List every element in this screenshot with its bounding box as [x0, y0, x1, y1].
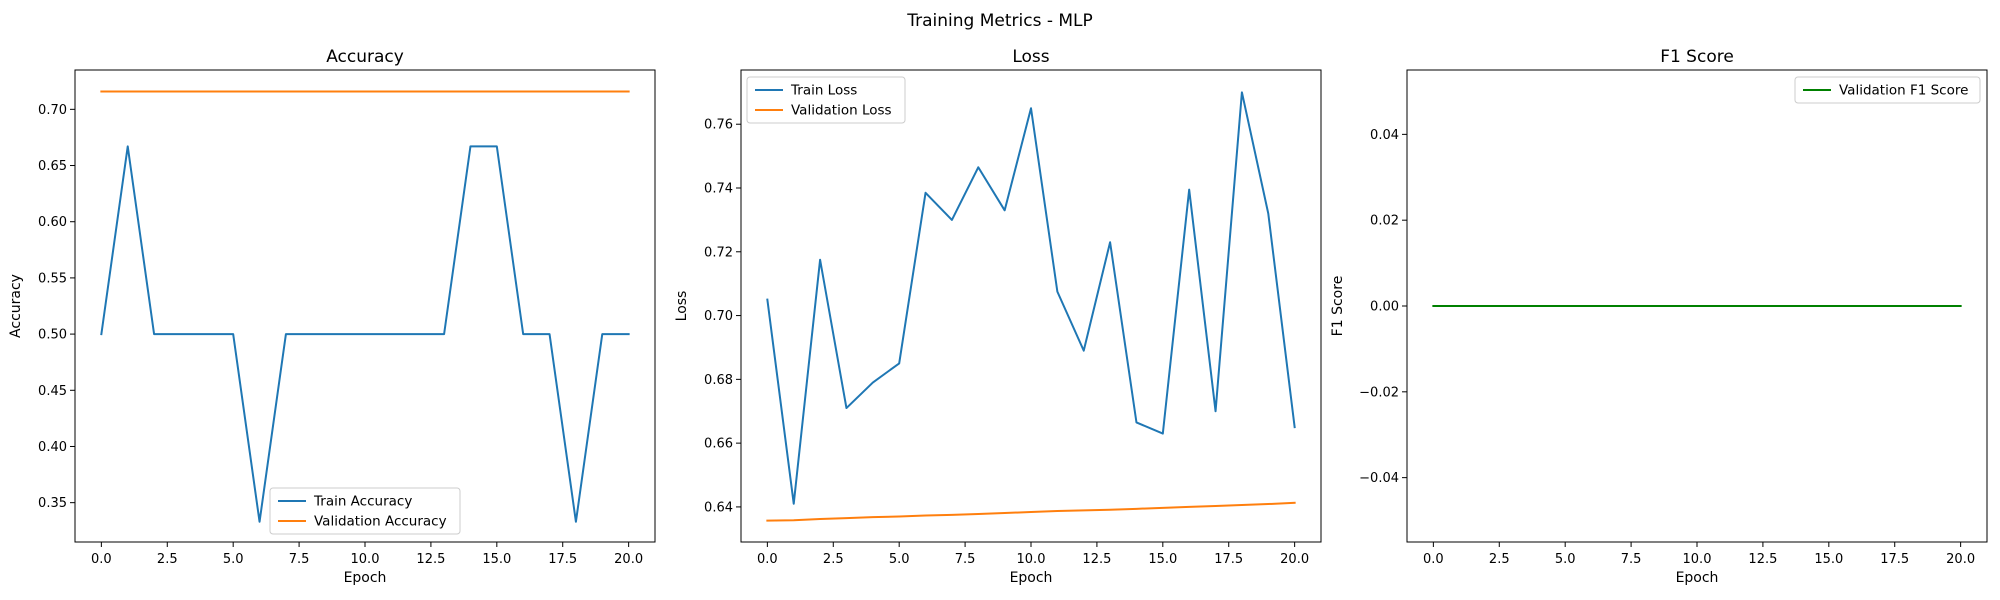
series-line-train-loss [766, 91, 1296, 505]
subplot-f1-score: 0.0 2.5 5.0 7.5 10.0 12.5 15.0 17.5 20.0 −0.04 −0.… [1330, 47, 1988, 586]
legend-entry: Train Loss [790, 83, 857, 99]
legend-entry: Train Accuracy [313, 494, 412, 510]
y-tick-label: −0.04 [1359, 471, 1399, 486]
subplot-accuracy: 0.0 2.5 5.0 7.5 10.0 12.5 15.0 17.5 20.0 0.35 0.40… [8, 47, 656, 586]
x-tick-label: 15.0 [1148, 552, 1177, 567]
y-tick-label: 0.64 [704, 500, 733, 515]
y-tick-label: 0.35 [38, 496, 67, 511]
x-tick-label: 15.0 [482, 552, 511, 567]
x-tick-label: 7.5 [955, 552, 976, 567]
x-tick-label: 20.0 [1280, 552, 1309, 567]
legend-entry: Validation Loss [791, 103, 892, 119]
y-tick-label: 0.74 [704, 182, 733, 197]
x-tick-label: 12.5 [416, 552, 445, 567]
y-tick-label: 0.50 [38, 328, 67, 343]
y-tick-label: 0.04 [1370, 128, 1399, 143]
x-tick-label: 2.5 [157, 552, 178, 567]
y-tick-label: −0.02 [1359, 385, 1399, 400]
y-tick-label: 0.45 [38, 384, 67, 399]
y-tick-label: 0.00 [1370, 300, 1399, 315]
y-axis-label: Loss [674, 291, 690, 322]
legend: Validation F1 Score [1794, 76, 1981, 104]
x-axis-label: Epoch [1010, 570, 1053, 586]
x-tick-label: 5.0 [223, 552, 244, 567]
x-tick-label: 20.0 [1946, 552, 1975, 567]
x-tick-label: 10.0 [1017, 552, 1046, 567]
legend-frame [269, 487, 461, 535]
y-tick-label: 0.68 [704, 373, 733, 388]
x-tick-label: 12.5 [1082, 552, 1111, 567]
legend: Train Accuracy Validation Accuracy [269, 487, 461, 535]
x-tick-label: 15.0 [1814, 552, 1843, 567]
x-tick-label: 10.0 [1683, 552, 1712, 567]
x-tick-label: 10.0 [351, 552, 380, 567]
subplot-title: F1 Score [1660, 47, 1734, 67]
x-tick-label: 17.5 [1880, 552, 1909, 567]
y-axis-label: F1 Score [1330, 276, 1346, 337]
y-tick-label: 0.76 [704, 118, 733, 133]
x-tick-label: 7.5 [1621, 552, 1642, 567]
y-tick-label: 0.70 [38, 103, 67, 118]
series-line-train-accuracy [100, 145, 630, 523]
x-tick-label: 17.5 [548, 552, 577, 567]
subplot-title: Accuracy [326, 47, 404, 67]
y-tick-label: 0.02 [1370, 214, 1399, 229]
series-line-validation-loss [766, 501, 1296, 522]
legend-entry: Validation Accuracy [314, 514, 447, 530]
x-tick-label: 7.5 [289, 552, 310, 567]
x-axis-label: Epoch [344, 570, 387, 586]
subplots: 0.0 2.5 5.0 7.5 10.0 12.5 15.0 17.5 20.0 0.35 0.40… [8, 47, 1988, 586]
x-tick-label: 0.0 [91, 552, 112, 567]
figure-title: Training Metrics - MLP [906, 11, 1093, 31]
y-tick-label: 0.72 [704, 245, 733, 260]
x-axis-label: Epoch [1676, 570, 1719, 586]
y-tick-label: 0.55 [38, 271, 67, 286]
subplot-loss: 0.0 2.5 5.0 7.5 10.0 12.5 15.0 17.5 20.0 0.64 0.66… [674, 47, 1322, 586]
legend-frame [746, 76, 906, 124]
y-tick-label: 0.65 [38, 159, 67, 174]
x-tick-label: 5.0 [889, 552, 910, 567]
x-tick-label: 12.5 [1748, 552, 1777, 567]
x-tick-label: 0.0 [757, 552, 778, 567]
x-tick-label: 20.0 [614, 552, 643, 567]
x-tick-label: 17.5 [1214, 552, 1243, 567]
x-tick-label: 0.0 [1423, 552, 1444, 567]
y-tick-label: 0.40 [38, 440, 67, 455]
y-axis-label: Accuracy [8, 274, 24, 338]
x-tick-label: 2.5 [823, 552, 844, 567]
legend-entry: Validation F1 Score [1839, 83, 1968, 99]
y-tick-label: 0.60 [38, 215, 67, 230]
legend-frame [1794, 76, 1981, 104]
y-tick-label: 0.70 [704, 309, 733, 324]
x-tick-label: 5.0 [1555, 552, 1576, 567]
x-tick-label: 2.5 [1489, 552, 1510, 567]
y-tick-label: 0.66 [704, 437, 733, 452]
subplot-title: Loss [1012, 47, 1049, 67]
legend: Train Loss Validation Loss [746, 76, 906, 124]
